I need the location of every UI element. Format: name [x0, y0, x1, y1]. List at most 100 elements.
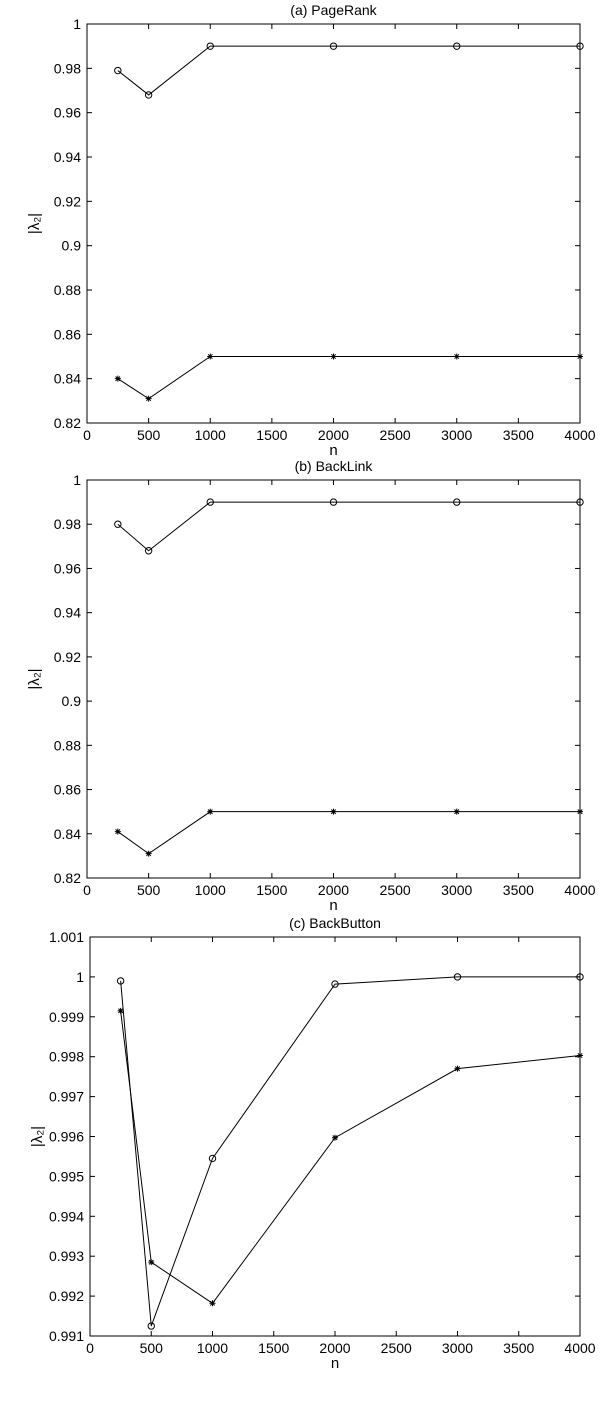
data-point — [331, 980, 339, 988]
data-point — [145, 395, 152, 402]
series-line — [117, 501, 580, 552]
series-line — [117, 356, 580, 400]
data-point — [453, 498, 461, 506]
y-tick-label: 0.995 — [49, 1168, 84, 1184]
series-line — [117, 811, 580, 855]
y-tick-label: 0.94 — [54, 149, 81, 165]
data-point — [329, 42, 338, 50]
data-point — [329, 498, 338, 506]
series-circle — [114, 498, 584, 555]
x-tick-label: 3000 — [442, 1340, 473, 1356]
series-line — [120, 1010, 581, 1304]
data-point — [114, 66, 122, 75]
y-tick-label: 0.9 — [62, 238, 82, 254]
y-tick-label: 0.98 — [54, 516, 81, 532]
y-tick-label: 0.96 — [54, 560, 81, 576]
y-tick-label: 0.82 — [54, 415, 81, 431]
y-axis-label: |λ₂| — [29, 1126, 46, 1147]
data-point — [147, 1322, 155, 1330]
x-tick-label: 0 — [83, 427, 91, 443]
x-tick-label: 2000 — [318, 882, 349, 898]
series-star — [117, 1007, 583, 1307]
data-point — [577, 1052, 583, 1059]
data-point — [114, 828, 121, 835]
x-tick-label: 2500 — [381, 1340, 412, 1356]
y-tick-label: 0.994 — [49, 1208, 84, 1224]
y-tick-label: 1.001 — [49, 929, 84, 945]
y-tick-label: 1 — [73, 472, 81, 488]
y-tick-label: 0.991 — [49, 1328, 84, 1344]
x-tick-label: 1500 — [256, 882, 287, 898]
data-point — [207, 353, 214, 360]
x-tick-label: 4000 — [564, 1340, 595, 1356]
y-tick-label: 0.92 — [54, 193, 81, 209]
data-point — [145, 850, 152, 857]
data-point — [453, 42, 461, 50]
y-tick-label: 1 — [73, 16, 81, 32]
x-tick-label: 3500 — [503, 1340, 534, 1356]
x-tick-label: 1000 — [195, 882, 226, 898]
x-tick-label: 3500 — [503, 427, 534, 443]
series-star — [114, 808, 583, 857]
x-tick-label: 500 — [140, 1340, 164, 1356]
y-tick-label: 0.92 — [54, 649, 81, 665]
data-point — [117, 1007, 124, 1014]
y-tick-label: 0.86 — [54, 782, 81, 798]
data-point — [206, 42, 214, 50]
y-tick-label: 0.999 — [49, 1009, 84, 1025]
chart-panel-1: (a) PageRank 0 500 1000 1500 2000 2500 3000 3500… — [26, 2, 596, 459]
data-point — [576, 42, 584, 50]
x-tick-label: 1000 — [195, 427, 226, 443]
x-tick-label: 1500 — [256, 427, 287, 443]
data-point — [576, 498, 584, 506]
data-point — [453, 808, 460, 815]
data-point — [330, 808, 337, 815]
y-tick-label: 0.88 — [54, 282, 81, 298]
x-tick-label: 500 — [137, 882, 161, 898]
data-point — [209, 1300, 216, 1307]
x-axis-label: n — [329, 897, 337, 914]
data-point — [332, 1134, 338, 1141]
x-tick-label: 2000 — [318, 427, 349, 443]
y-axis-label: |λ₂| — [26, 213, 43, 234]
data-point — [116, 977, 125, 985]
y-tick-label: 1 — [76, 969, 84, 985]
data-point — [454, 1065, 461, 1072]
chart-panel-2: (b) BackLink 0 500 1000 1500 2000 2500 3000 3500… — [26, 458, 596, 914]
data-point — [577, 808, 583, 815]
data-point — [577, 353, 583, 360]
data-point — [576, 973, 584, 981]
y-tick-label: 0.96 — [54, 105, 81, 121]
chart-title: (c) BackButton — [289, 915, 381, 931]
data-point — [206, 498, 214, 506]
x-tick-label: 2000 — [319, 1340, 350, 1356]
x-axis-label: n — [331, 1355, 339, 1372]
y-tick-label: 0.84 — [54, 826, 81, 842]
x-tick-label: 3000 — [441, 882, 472, 898]
x-tick-label: 0 — [83, 882, 91, 898]
data-point — [144, 91, 153, 99]
y-tick-label: 0.84 — [54, 371, 81, 387]
data-point — [114, 375, 121, 382]
plot-frame — [86, 479, 581, 879]
x-tick-label: 4000 — [564, 882, 595, 898]
data-point — [330, 353, 337, 360]
x-tick-label: 1500 — [258, 1340, 289, 1356]
y-tick-label: 0.992 — [49, 1288, 84, 1304]
x-tick-label: 1000 — [197, 1340, 228, 1356]
x-tick-label: 2500 — [380, 882, 411, 898]
x-tick-label: 0 — [86, 1340, 94, 1356]
y-tick-label: 0.86 — [54, 326, 81, 342]
data-point — [148, 1259, 155, 1266]
x-tick-label: 3000 — [441, 427, 472, 443]
data-point — [144, 547, 153, 555]
series-circle — [116, 973, 584, 1330]
y-tick-label: 0.998 — [49, 1049, 84, 1065]
y-tick-label: 0.88 — [54, 737, 81, 753]
series-line — [117, 45, 580, 96]
y-tick-label: 0.94 — [54, 605, 81, 621]
chart-title: (b) BackLink — [295, 458, 374, 474]
y-tick-label: 0.997 — [49, 1089, 84, 1105]
y-tick-label: 0.98 — [54, 60, 81, 76]
